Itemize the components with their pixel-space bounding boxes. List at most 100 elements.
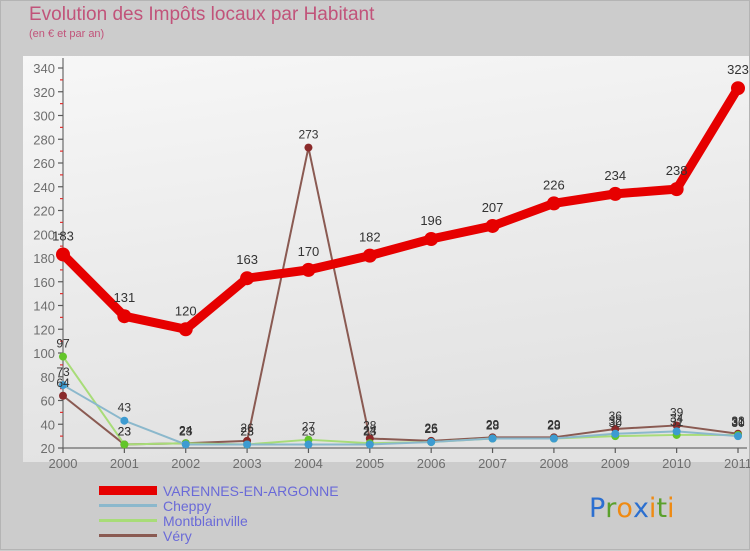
data-point[interactable]: [669, 182, 684, 197]
data-label: 28: [547, 419, 561, 433]
page-title: Evolution des Impôts locaux par Habitant: [29, 4, 375, 25]
data-label: 30: [609, 416, 623, 430]
x-tick-label: 2003: [233, 456, 262, 471]
data-label: 34: [670, 411, 684, 425]
data-point[interactable]: [243, 440, 252, 449]
y-tick-label: 320: [33, 85, 55, 100]
data-label: 25: [425, 422, 439, 436]
data-label: 28: [486, 419, 500, 433]
y-tick-label: 220: [33, 204, 55, 219]
logo-char-2: o: [616, 493, 633, 524]
data-point[interactable]: [181, 440, 190, 449]
data-label: 29: [486, 417, 500, 431]
page-subtitle: (en € et par an): [29, 28, 105, 40]
data-label: 196: [420, 213, 442, 228]
data-label: 24: [179, 423, 193, 437]
logo-char-3: x: [632, 493, 649, 524]
data-label: 27: [302, 420, 316, 434]
legend-label-1: Cheppy: [163, 497, 212, 514]
data-label: 64: [56, 376, 70, 390]
data-point[interactable]: [301, 262, 316, 277]
legend-swatch-0: [99, 486, 157, 495]
data-point[interactable]: [424, 232, 439, 246]
legend-item-2[interactable]: Montblainville: [99, 513, 429, 528]
data-point[interactable]: [365, 440, 374, 449]
y-tick-label: 140: [33, 299, 55, 314]
data-point[interactable]: [427, 438, 436, 447]
x-tick-label: 2000: [49, 456, 78, 471]
logo-char-4: i: [648, 493, 657, 524]
data-label: 30: [731, 416, 745, 430]
x-tick-label: 2010: [662, 456, 691, 471]
logo-char-1: r: [605, 493, 617, 524]
data-point[interactable]: [611, 429, 620, 438]
data-label: 26: [425, 421, 439, 435]
data-point[interactable]: [240, 271, 255, 286]
data-label: 32: [731, 414, 745, 428]
y-tick-label: 120: [33, 322, 55, 337]
y-tick-label: 20: [41, 441, 55, 456]
data-label: 23: [118, 424, 132, 438]
data-point[interactable]: [546, 196, 561, 211]
data-point[interactable]: [56, 247, 70, 262]
series-line: [62, 384, 739, 446]
x-tick-label: 2005: [355, 456, 384, 471]
data-label: 24: [363, 423, 377, 437]
data-point[interactable]: [59, 391, 67, 400]
data-point[interactable]: [731, 81, 745, 96]
data-point[interactable]: [549, 434, 558, 443]
series-cheppy: [59, 381, 742, 449]
y-tick-label: 40: [41, 417, 55, 432]
data-point[interactable]: [120, 440, 129, 449]
y-tick-label: 300: [33, 109, 55, 124]
x-tick-label: 2004: [294, 456, 323, 471]
x-tick-label: 2006: [417, 456, 446, 471]
data-label: 26: [240, 421, 254, 435]
data-label: 25: [425, 422, 439, 436]
legend-label-2: Montblainville: [163, 512, 248, 529]
data-label: 131: [114, 290, 136, 305]
data-point[interactable]: [362, 248, 377, 263]
legend-swatch-1: [99, 504, 157, 507]
data-point[interactable]: [734, 432, 742, 441]
series-varennes-en-argonne: [56, 81, 745, 337]
y-tick-label: 280: [33, 132, 55, 147]
x-tick-label: 2001: [110, 456, 139, 471]
y-tick-label: 340: [33, 61, 55, 76]
data-point[interactable]: [117, 309, 132, 324]
data-point[interactable]: [178, 322, 193, 337]
legend-item-3[interactable]: Véry: [99, 528, 429, 543]
data-point[interactable]: [120, 416, 129, 425]
data-point[interactable]: [608, 186, 623, 201]
data-point[interactable]: [59, 381, 67, 390]
data-point[interactable]: [488, 434, 497, 443]
y-tick-label: 200: [33, 227, 55, 242]
data-label: 43: [118, 401, 132, 415]
x-tick-label: 2011: [724, 456, 750, 471]
data-label: 183: [52, 228, 74, 243]
data-point[interactable]: [304, 143, 313, 152]
data-point[interactable]: [672, 427, 681, 436]
data-label: 31: [731, 415, 745, 429]
data-point[interactable]: [672, 421, 681, 430]
data-label: 120: [175, 303, 197, 318]
data-label: 163: [236, 252, 258, 267]
y-tick-label: 160: [33, 275, 55, 290]
data-label: 24: [179, 423, 193, 437]
y-tick-label: 80: [41, 370, 55, 385]
legend-swatch-2: [99, 519, 157, 522]
data-point[interactable]: [304, 440, 313, 449]
series-line: [58, 83, 743, 334]
data-label: 234: [604, 168, 626, 183]
x-tick-label: 2009: [601, 456, 630, 471]
data-label: 23: [118, 424, 132, 438]
x-tick-label: 2002: [171, 456, 200, 471]
data-label: 28: [363, 419, 377, 433]
data-point[interactable]: [485, 218, 500, 233]
data-label: 31: [670, 415, 684, 429]
data-point[interactable]: [59, 352, 67, 361]
legend-item-1[interactable]: Cheppy: [99, 498, 429, 513]
legend-item-0[interactable]: VARENNES-EN-ARGONNE: [99, 483, 429, 498]
